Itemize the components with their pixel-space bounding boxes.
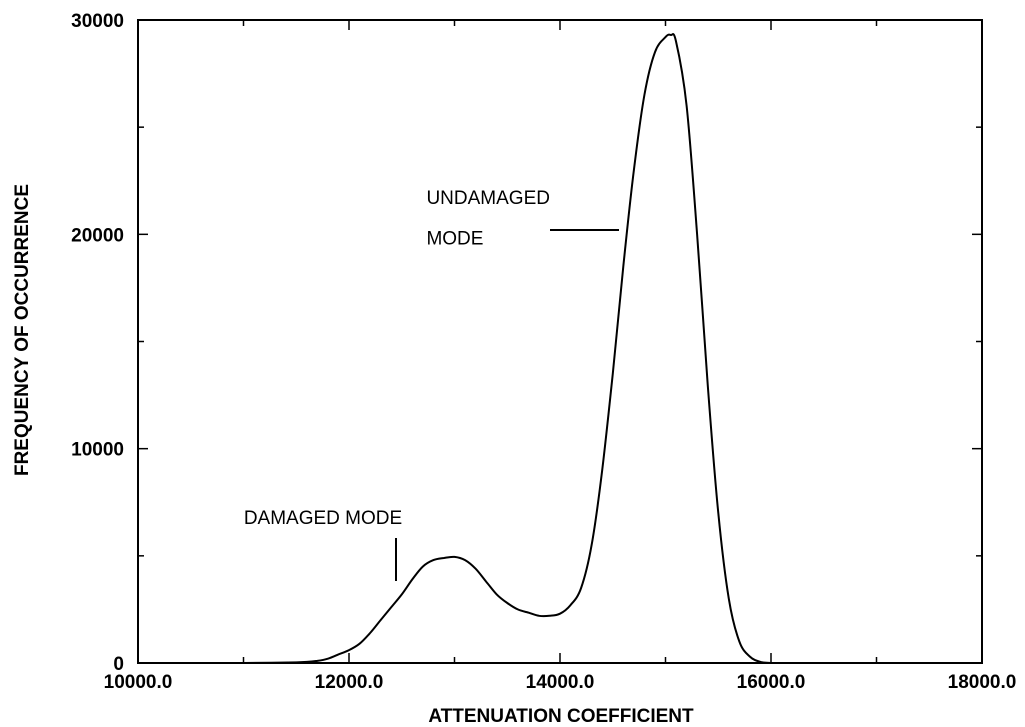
plot-frame [137,19,983,664]
y-tick-label: 10000 [71,440,124,461]
x-axis: 10000.0 12000.0 14000.0 16000.0 18000.0 [104,20,1017,693]
annotation-undamaged-label: UNDAMAGED [426,188,550,209]
series-line [243,33,772,664]
y-axis-title: FREQUENCY OF OCCURRENCE [12,184,33,476]
y-tick-label: 0 [113,654,124,675]
x-tick-label: 10000.0 [104,672,173,693]
x-tick-label: 18000.0 [948,672,1017,693]
x-tick-label: 14000.0 [526,672,595,693]
x-tick-label: 16000.0 [737,672,806,693]
annotations: UNDAMAGED MODE DAMAGED MODE [244,188,619,581]
x-axis-title: ATTENUATION COEFFICIENT [428,706,694,727]
y-tick-label: 20000 [71,225,124,246]
annotation-damaged-label: DAMAGED MODE [244,508,402,529]
y-tick-label: 30000 [71,11,124,32]
annotation-undamaged-mode-label: MODE [426,228,483,249]
y-axis: 0 10000 20000 30000 [71,11,982,675]
x-tick-label: 12000.0 [315,672,384,693]
